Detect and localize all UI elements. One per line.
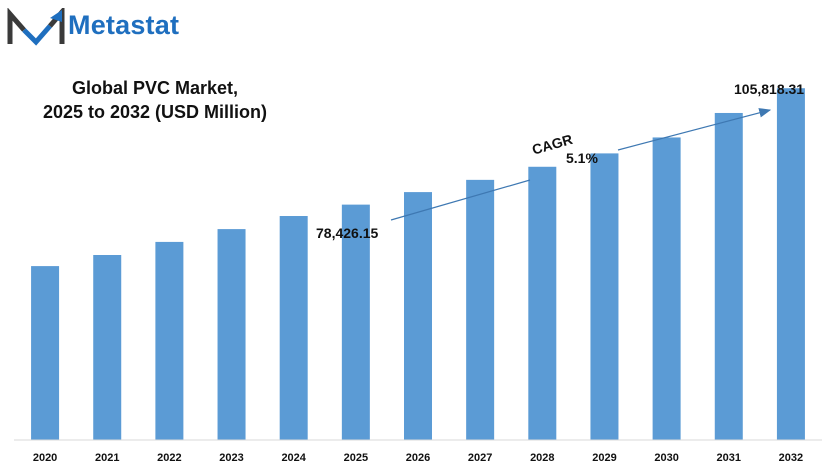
cagr-value: 5.1% xyxy=(566,150,598,166)
bar-2020 xyxy=(31,266,60,440)
end-value-label: 105,818.31 xyxy=(734,81,804,97)
start-value-label: 78,426.15 xyxy=(316,225,378,241)
bar-2028 xyxy=(528,166,557,440)
bar-2021 xyxy=(93,255,122,440)
bar-2025 xyxy=(341,204,370,440)
cagr-arrow-head xyxy=(617,108,772,151)
bar-2022 xyxy=(155,241,184,440)
metastat-m-logo-icon xyxy=(7,8,65,46)
x-tick-label-2026: 2026 xyxy=(406,452,430,464)
x-tick-label-2030: 2030 xyxy=(654,452,678,464)
x-tick-label-2032: 2032 xyxy=(779,452,803,464)
x-tick-label-2020: 2020 xyxy=(33,452,57,464)
chart-title: Global PVC Market, 2025 to 2032 (USD Mil… xyxy=(20,76,290,124)
x-tick-label-2022: 2022 xyxy=(157,452,181,464)
x-tick-label-2025: 2025 xyxy=(344,452,368,464)
bar-2029 xyxy=(590,153,619,440)
x-tick-label-2027: 2027 xyxy=(468,452,492,464)
bar-2031 xyxy=(714,112,743,440)
x-tick-label-2023: 2023 xyxy=(219,452,243,464)
bar-2027 xyxy=(466,179,495,440)
bar-2030 xyxy=(652,137,681,440)
x-tick-label-2029: 2029 xyxy=(592,452,616,464)
bar-2026 xyxy=(404,192,432,440)
bar-2023 xyxy=(217,229,246,440)
x-tick-label-2031: 2031 xyxy=(717,452,741,464)
chart-title-line2: 2025 to 2032 (USD Million) xyxy=(42,102,268,122)
bar-2032 xyxy=(776,88,805,440)
cagr-arrow xyxy=(390,179,531,221)
x-tick-label-2028: 2028 xyxy=(530,452,554,464)
x-tick-label-2021: 2021 xyxy=(95,452,119,464)
chart-title-line1: Global PVC Market, xyxy=(71,78,239,98)
brand-name: Metastat xyxy=(68,10,180,40)
bar-2024 xyxy=(279,216,308,440)
x-tick-label-2024: 2024 xyxy=(281,452,306,464)
